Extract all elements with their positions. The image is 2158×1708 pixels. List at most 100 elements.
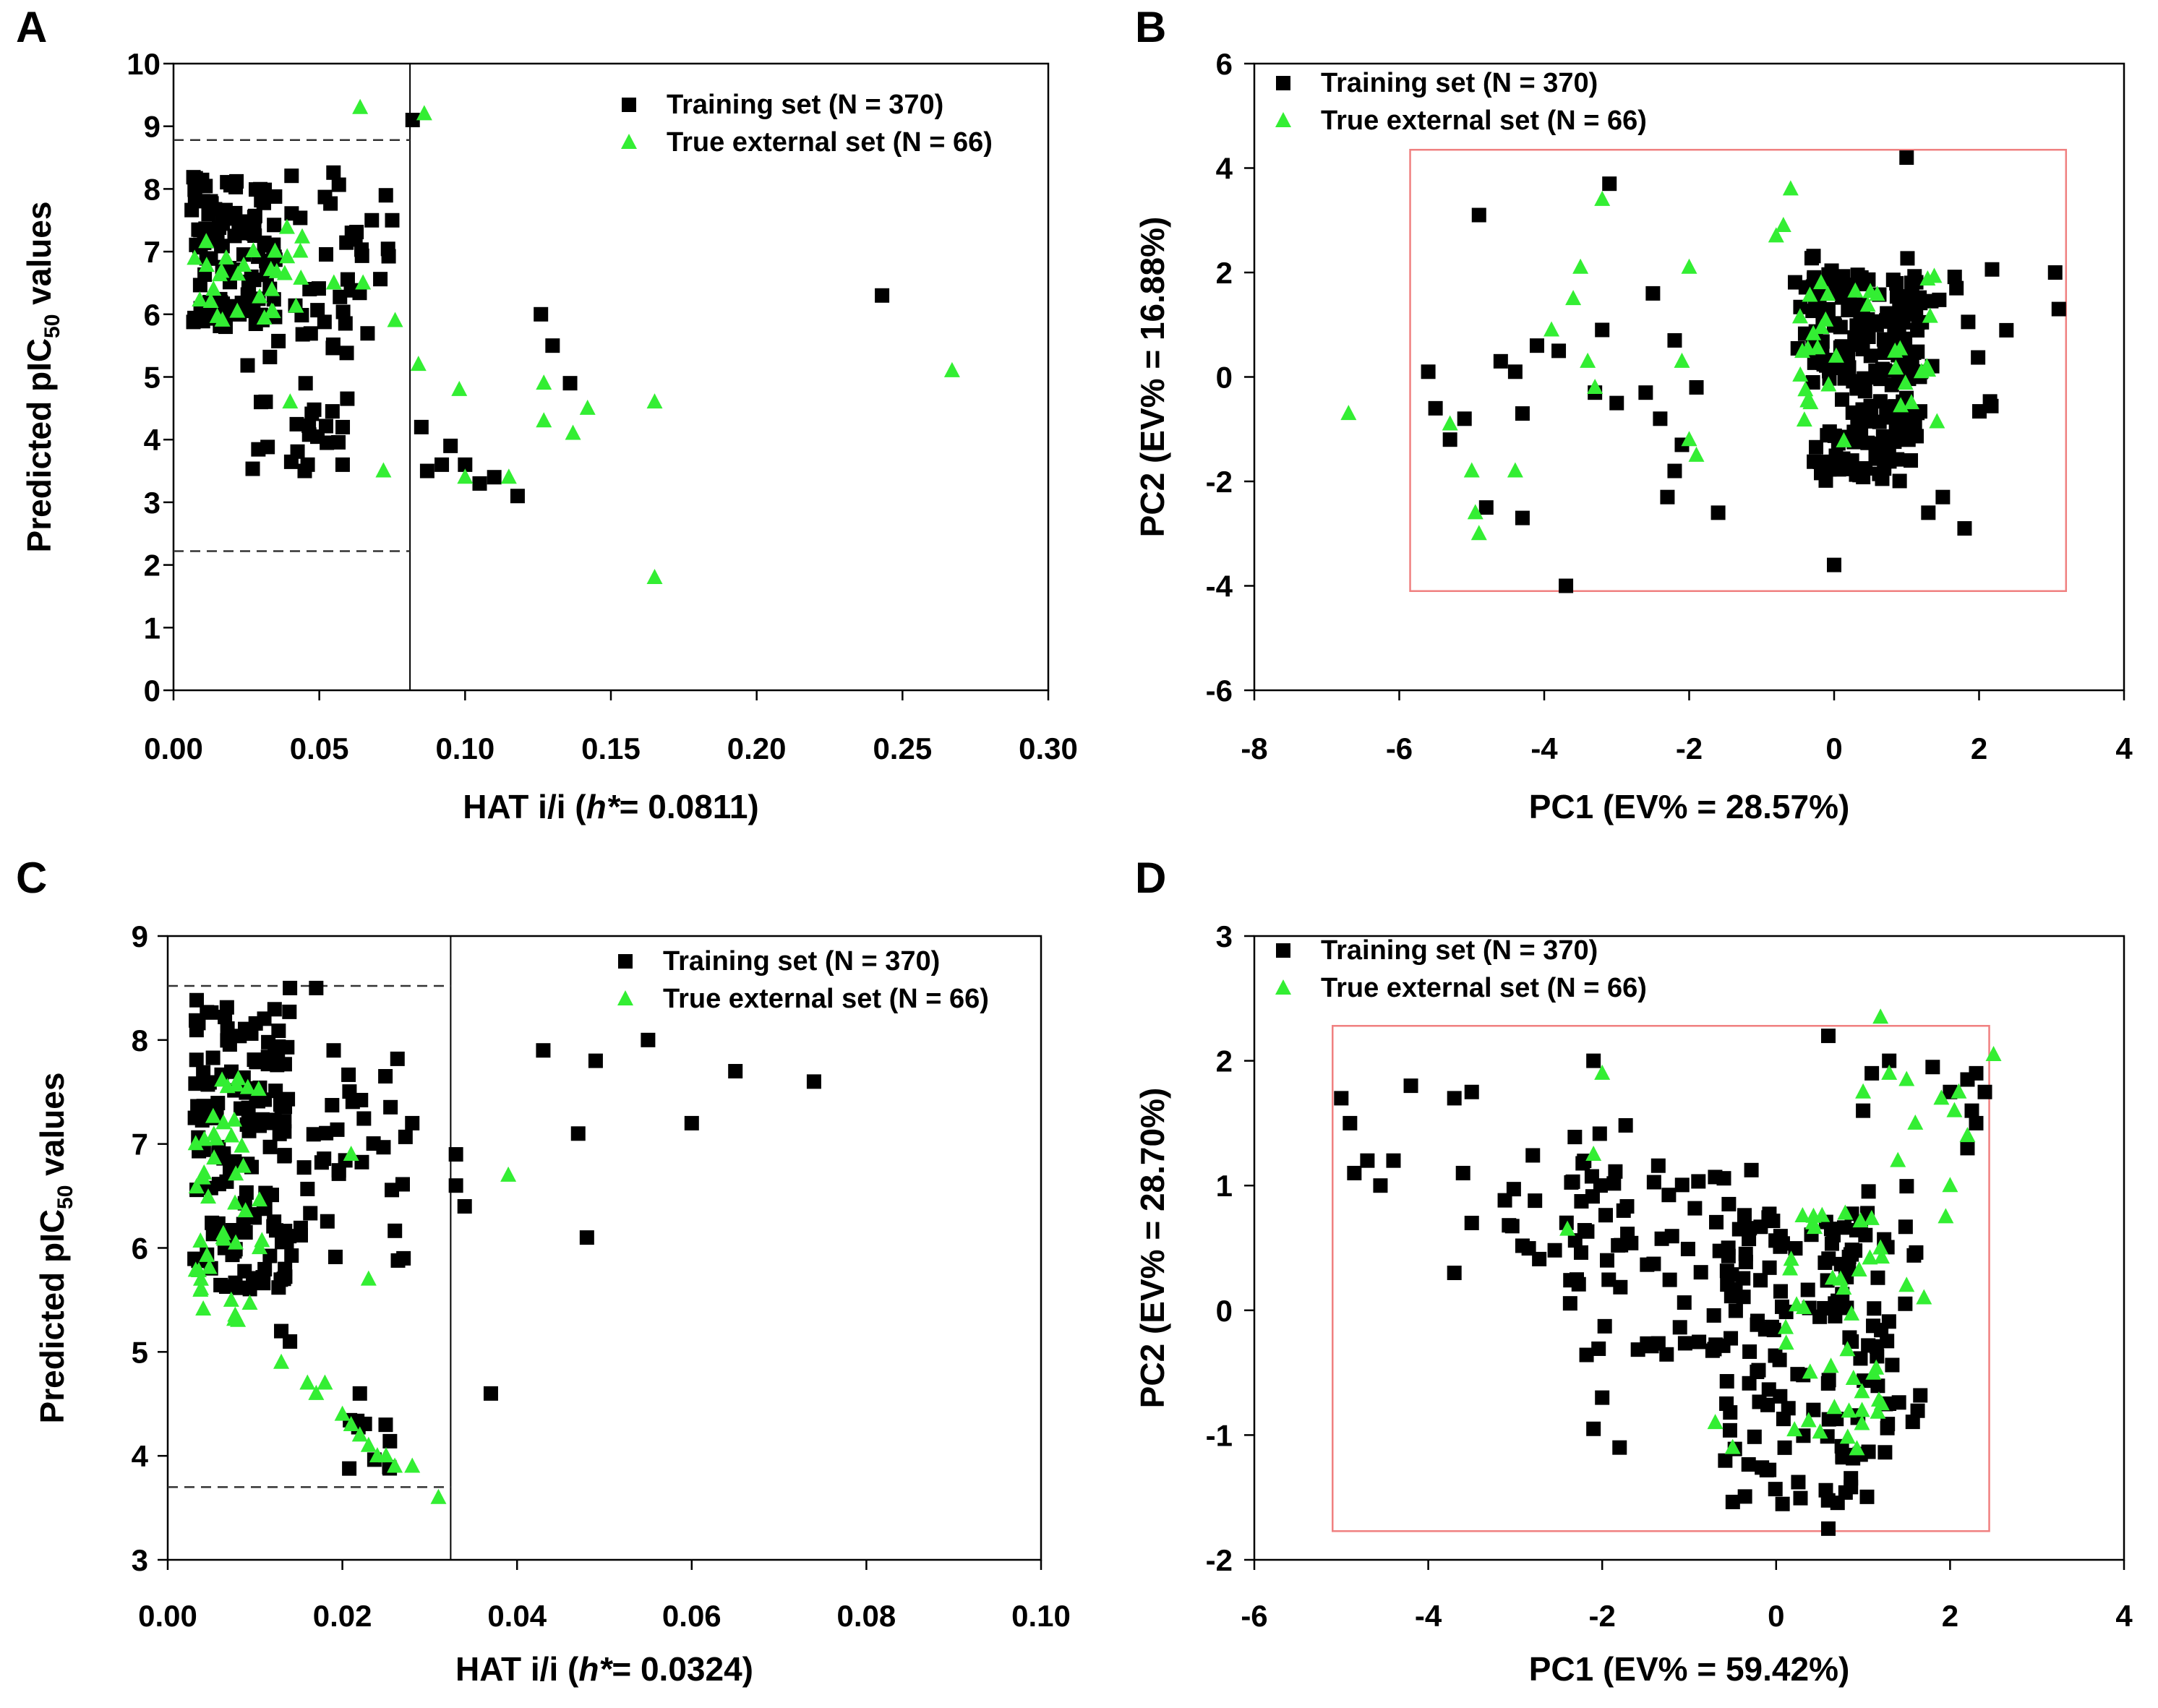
training-point bbox=[1584, 1169, 1599, 1184]
y-tick-label: 8 bbox=[132, 1023, 148, 1057]
training-point bbox=[325, 1098, 340, 1113]
external-point bbox=[205, 1107, 221, 1123]
training-point bbox=[309, 980, 324, 995]
x-tick-label: -4 bbox=[1530, 731, 1558, 765]
training-point bbox=[1506, 1182, 1521, 1197]
external-point bbox=[201, 1258, 218, 1274]
training-point bbox=[215, 296, 231, 312]
external-point bbox=[264, 280, 281, 296]
training-point bbox=[1821, 1412, 1836, 1427]
x-tick-label: 2 bbox=[1942, 1599, 1958, 1633]
external-point bbox=[334, 1405, 351, 1421]
training-point bbox=[1774, 1299, 1789, 1314]
y-tick-label: 3 bbox=[1216, 919, 1233, 953]
y-tick-label: 9 bbox=[132, 919, 148, 953]
external-point bbox=[187, 1135, 204, 1151]
external-point bbox=[214, 311, 231, 327]
training-point bbox=[1529, 338, 1544, 353]
applicability-domain-box bbox=[1409, 148, 2068, 592]
x-tick-label: 0.10 bbox=[435, 731, 494, 765]
external-point bbox=[1463, 462, 1480, 478]
y-tick-label: 2 bbox=[144, 549, 160, 583]
training-point bbox=[330, 1122, 345, 1137]
external-point bbox=[536, 412, 552, 428]
training-point bbox=[1935, 489, 1951, 505]
training-point bbox=[1595, 322, 1610, 338]
training-point bbox=[1841, 360, 1857, 375]
y-tick-label: -6 bbox=[1206, 674, 1233, 708]
external-point bbox=[943, 361, 960, 377]
training-point bbox=[1855, 341, 1870, 356]
training-point bbox=[1650, 1336, 1666, 1351]
plot-frame bbox=[1253, 935, 2125, 1561]
training-point bbox=[1724, 1267, 1739, 1282]
training-point bbox=[1861, 1184, 1876, 1199]
training-point bbox=[448, 1178, 463, 1193]
training-point bbox=[325, 404, 340, 419]
external-point bbox=[1800, 1412, 1817, 1428]
external-point bbox=[199, 1246, 215, 1262]
training-point bbox=[1737, 1208, 1752, 1223]
y-axis-label-text: PC2 (EV% = 28.70%) bbox=[1134, 1088, 1171, 1409]
external-point bbox=[1580, 352, 1596, 368]
external-point bbox=[500, 1166, 517, 1182]
training-point bbox=[1573, 1245, 1588, 1260]
training-point bbox=[195, 314, 210, 329]
training-point bbox=[1854, 328, 1869, 343]
x-tick-label: 0 bbox=[1825, 731, 1842, 765]
training-point bbox=[1753, 1273, 1768, 1288]
training-point bbox=[338, 316, 353, 331]
y-tick-label: 2 bbox=[1216, 256, 1233, 290]
training-point bbox=[1870, 1270, 1885, 1285]
training-point bbox=[325, 337, 341, 352]
training-point bbox=[1814, 465, 1829, 481]
x-tick-label: 0.02 bbox=[313, 1599, 372, 1633]
training-point bbox=[1620, 1227, 1635, 1242]
training-point bbox=[1925, 1060, 1940, 1075]
training-point bbox=[1891, 1395, 1906, 1410]
training-point bbox=[1708, 1337, 1724, 1352]
training-point bbox=[303, 326, 318, 341]
legend-label-training: Training set (N = 370) bbox=[1321, 68, 1598, 98]
external-point bbox=[196, 1164, 213, 1180]
training-point bbox=[385, 213, 400, 228]
external-point bbox=[1890, 1151, 1906, 1167]
training-point bbox=[1867, 1301, 1882, 1316]
training-point bbox=[205, 1215, 220, 1230]
training-point bbox=[262, 349, 278, 364]
y-tick-label: 4 bbox=[1216, 152, 1233, 186]
training-point bbox=[1887, 434, 1902, 450]
training-point bbox=[1650, 1158, 1666, 1173]
training-point bbox=[1821, 1251, 1836, 1266]
training-point bbox=[1775, 1496, 1790, 1511]
training-point bbox=[388, 1223, 403, 1238]
legend-label-training: Training set (N = 370) bbox=[663, 946, 940, 977]
external-point bbox=[206, 1149, 223, 1165]
training-point bbox=[1586, 1053, 1601, 1068]
training-point bbox=[1645, 286, 1661, 301]
external-point bbox=[228, 1234, 244, 1250]
external-point bbox=[1868, 1359, 1885, 1375]
external-point bbox=[1951, 1083, 1967, 1099]
training-point bbox=[1817, 1300, 1832, 1316]
training-point bbox=[1844, 1243, 1859, 1258]
training-point bbox=[1614, 1237, 1629, 1253]
external-point bbox=[1855, 1083, 1872, 1099]
x-tick-label: 0.10 bbox=[1011, 1599, 1071, 1633]
external-point bbox=[1933, 1089, 1950, 1105]
x-tick-label: 0.06 bbox=[662, 1599, 722, 1633]
training-point bbox=[267, 1002, 282, 1017]
training-point bbox=[1373, 1178, 1388, 1193]
training-point bbox=[1662, 1272, 1677, 1287]
training-point bbox=[1507, 364, 1523, 379]
training-point bbox=[1680, 1242, 1695, 1257]
training-point bbox=[1612, 1440, 1627, 1455]
training-point bbox=[1850, 414, 1865, 429]
external-point bbox=[360, 1270, 377, 1286]
training-point bbox=[1653, 411, 1668, 426]
y-axis-label-text: PC2 (EV% = 16.88%) bbox=[1134, 217, 1171, 538]
training-point bbox=[1793, 299, 1808, 314]
training-point bbox=[1428, 400, 1443, 416]
training-point bbox=[1805, 374, 1820, 390]
y-axis-label-subscript: 50 bbox=[53, 1185, 77, 1209]
